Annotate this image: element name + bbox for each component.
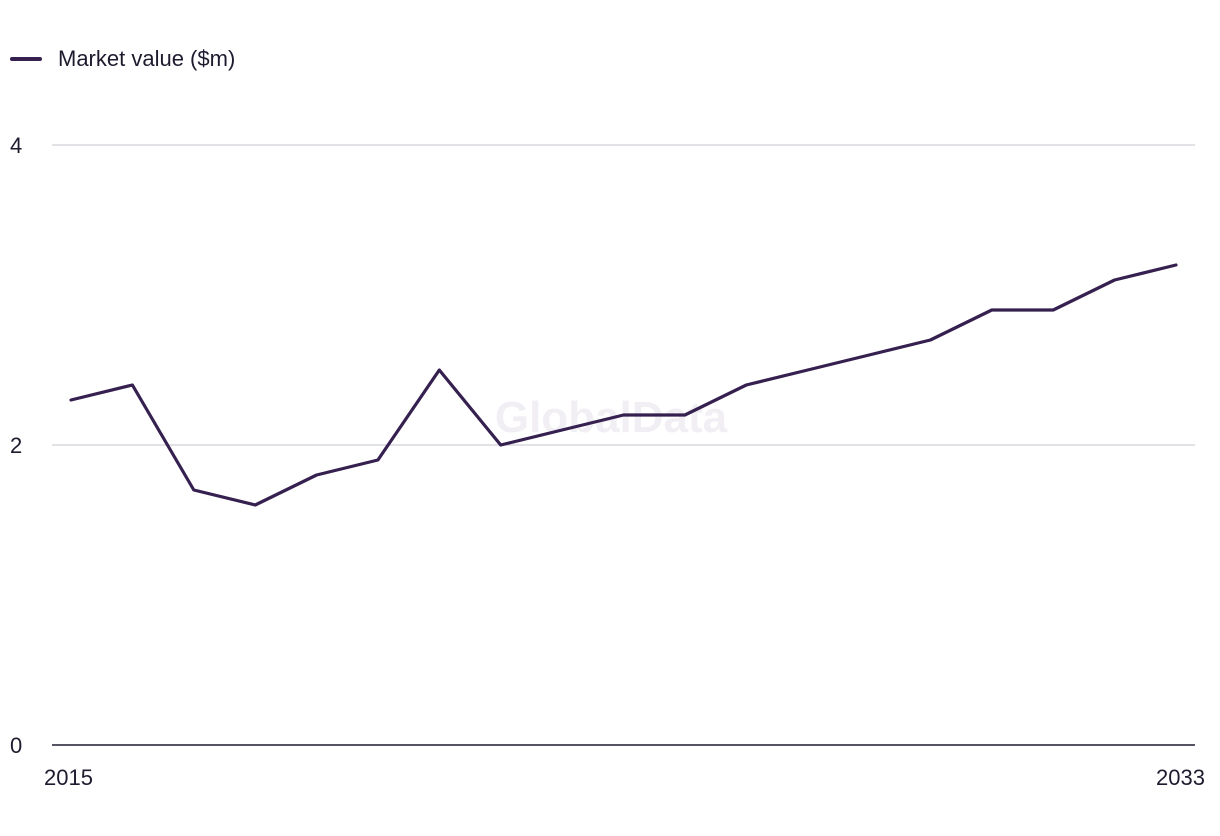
data-point-2019 [315, 473, 319, 477]
data-point-2028 [867, 353, 871, 357]
series-layer [69, 263, 1178, 507]
x-tick-label-2015: 2015 [44, 765, 93, 790]
data-point-2029 [928, 338, 932, 342]
data-point-2018 [253, 503, 257, 507]
data-point-2025 [683, 413, 687, 417]
data-point-2033 [1174, 263, 1178, 267]
y-tick-label-0: 0 [10, 733, 22, 758]
data-point-2023 [560, 428, 564, 432]
data-point-2027 [806, 368, 810, 372]
x-tick-label-2033: 2033 [1156, 765, 1205, 790]
tick-labels: 0 2 4 2015 2033 [10, 133, 1205, 790]
data-point-2021 [437, 368, 441, 372]
data-point-2030 [990, 308, 994, 312]
y-tick-label-4: 4 [10, 133, 22, 158]
data-point-2032 [1113, 278, 1117, 282]
y-tick-label-2: 2 [10, 433, 22, 458]
data-point-2016 [130, 383, 134, 387]
grid-lines [52, 144, 1195, 446]
data-point-2031 [1051, 308, 1055, 312]
legend: Market value ($m) [10, 46, 235, 72]
data-point-2026 [744, 383, 748, 387]
data-point-2022 [499, 443, 503, 447]
data-point-2017 [192, 488, 196, 492]
data-point-2015 [69, 398, 73, 402]
legend-label: Market value ($m) [58, 46, 236, 71]
legend-swatch [10, 57, 42, 61]
data-point-2024 [622, 413, 626, 417]
series-line-0 [69, 263, 1178, 507]
data-point-2020 [376, 458, 380, 462]
